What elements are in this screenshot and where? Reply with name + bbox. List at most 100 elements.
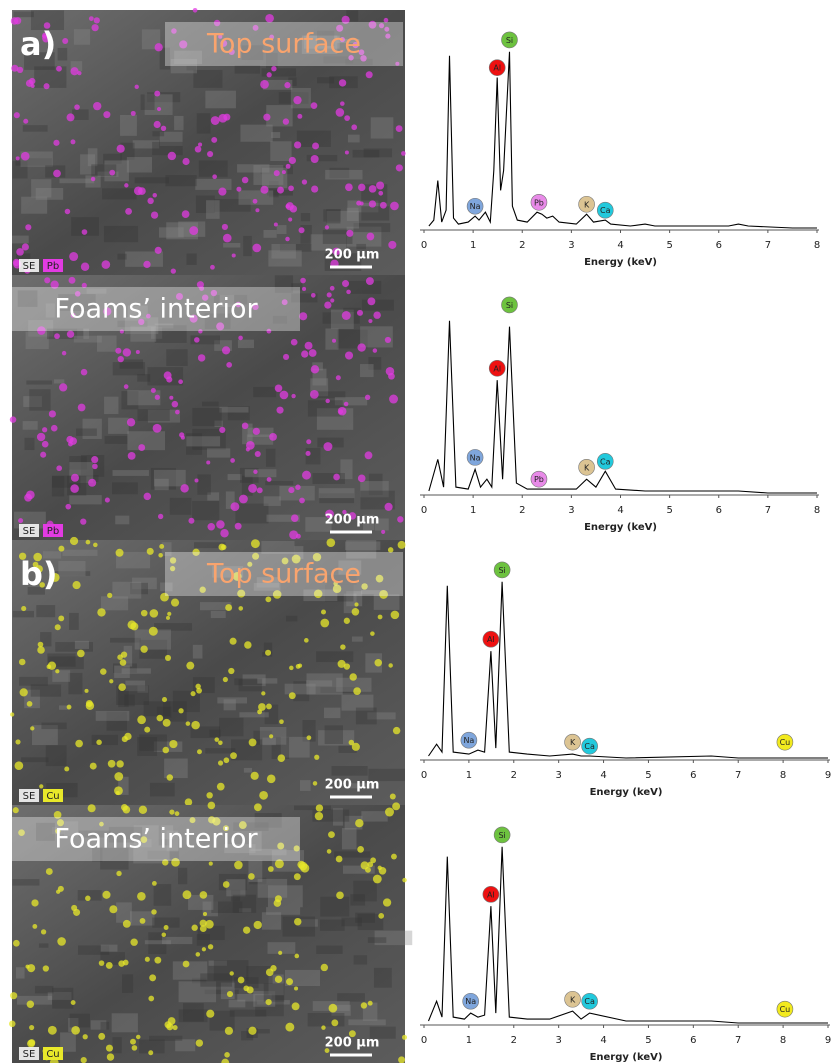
map-dot	[152, 193, 157, 198]
texture	[325, 584, 354, 602]
map-dot	[137, 891, 146, 901]
map-dot	[342, 280, 350, 288]
map-dot	[117, 654, 123, 661]
map-dot	[107, 759, 116, 768]
element-marker	[501, 296, 518, 314]
map-dot	[117, 355, 124, 363]
x-tick-label: 3	[555, 1035, 561, 1046]
map-dot	[285, 1022, 295, 1032]
texture	[95, 710, 130, 721]
map-dot	[402, 877, 407, 883]
map-dot	[228, 48, 235, 55]
map-dot	[143, 492, 152, 501]
map-dot	[178, 379, 183, 385]
texture	[279, 244, 312, 252]
x-tick-label: 5	[645, 770, 651, 781]
map-dot	[116, 144, 125, 153]
map-dot	[288, 487, 295, 494]
map-dot	[80, 262, 90, 271]
texture	[59, 178, 95, 184]
texture	[348, 1019, 386, 1026]
x-tick-label: 1	[470, 240, 476, 251]
texture	[233, 822, 269, 831]
texture	[116, 902, 132, 923]
texture	[104, 435, 128, 444]
map-dot	[304, 638, 309, 643]
map-dot	[377, 614, 383, 620]
map-dot	[289, 530, 299, 540]
map-dot	[277, 186, 284, 194]
texture	[317, 77, 335, 84]
x-tick-label: 1	[466, 770, 472, 781]
map-dot	[54, 624, 61, 631]
x-tick-label: 2	[519, 240, 525, 251]
map-dot	[338, 409, 344, 415]
texture	[310, 234, 347, 251]
texture	[311, 391, 346, 399]
map-dot	[190, 691, 196, 697]
texture	[294, 546, 304, 559]
texture	[196, 113, 211, 134]
texture	[150, 467, 176, 490]
texture	[130, 325, 157, 342]
map-dot	[291, 554, 301, 564]
map-dot	[101, 260, 111, 269]
map-dot	[40, 929, 47, 935]
map-dot	[66, 113, 75, 122]
map-dot	[335, 855, 343, 863]
texture	[263, 229, 277, 238]
map-dot	[219, 426, 226, 434]
texture	[147, 850, 179, 860]
map-dot	[277, 754, 286, 762]
texture	[347, 200, 379, 213]
element-label: Ca	[584, 742, 595, 751]
texture	[343, 307, 361, 313]
map-dot	[331, 1019, 339, 1027]
map-dot	[35, 565, 43, 573]
map-dot	[125, 207, 132, 215]
channel-label: Cu	[46, 1049, 59, 1060]
texture	[68, 1017, 79, 1032]
map-dot	[266, 703, 272, 710]
texture	[239, 712, 269, 718]
map-dot	[388, 663, 393, 668]
map-dot	[11, 64, 19, 72]
map-dot	[48, 410, 56, 418]
map-dot	[344, 150, 349, 155]
map-dot	[28, 77, 36, 85]
map-dot	[166, 1023, 174, 1031]
texture	[154, 623, 193, 631]
texture	[294, 805, 332, 811]
texture	[208, 960, 227, 966]
texture	[132, 577, 157, 590]
map-dot	[356, 309, 364, 316]
map-dot	[354, 602, 359, 607]
map-dot	[325, 398, 330, 404]
map-dot	[140, 609, 148, 617]
map-dot	[298, 227, 305, 234]
map-dot	[330, 298, 335, 303]
texture	[117, 253, 127, 260]
map-dot	[199, 925, 207, 932]
map-dot	[107, 592, 113, 598]
map-dot	[248, 483, 258, 493]
texture	[116, 551, 151, 569]
map-dot	[269, 433, 277, 441]
element-label: Na	[465, 997, 476, 1006]
texture	[31, 179, 52, 198]
map-dot	[179, 432, 185, 438]
texture	[306, 680, 333, 687]
map-dot	[222, 676, 228, 683]
texture	[152, 131, 165, 137]
texture	[361, 206, 390, 221]
texture	[325, 328, 339, 350]
map-dot	[70, 1000, 76, 1005]
texture	[209, 1010, 235, 1031]
texture	[153, 741, 183, 752]
map-dot	[378, 23, 385, 29]
map-dot	[230, 752, 237, 760]
texture	[166, 830, 179, 852]
map-dot	[266, 774, 276, 784]
channel-badge	[19, 789, 39, 802]
map-dot	[221, 223, 229, 231]
